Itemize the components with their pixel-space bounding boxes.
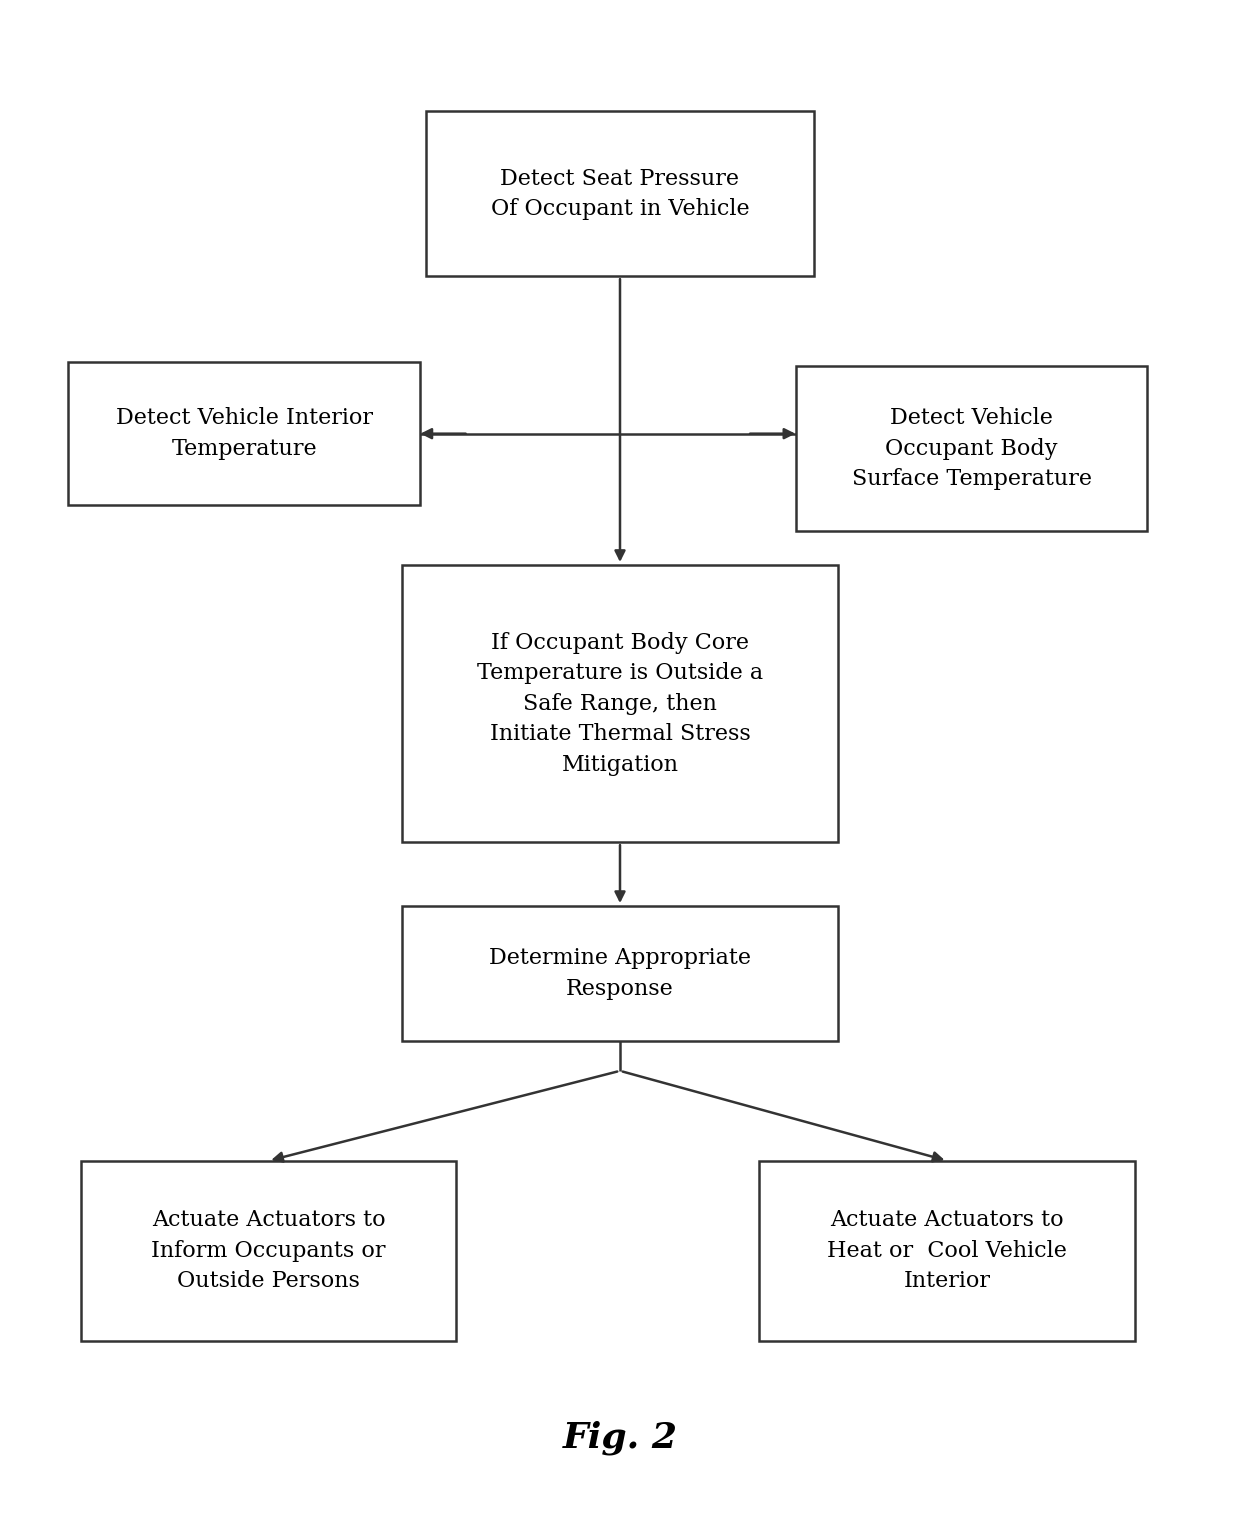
Text: Detect Seat Pressure
Of Occupant in Vehicle: Detect Seat Pressure Of Occupant in Vehi… [491, 168, 749, 220]
FancyBboxPatch shape [68, 362, 420, 505]
Text: Detect Vehicle Interior
Temperature: Detect Vehicle Interior Temperature [115, 408, 373, 460]
FancyBboxPatch shape [402, 565, 838, 843]
Text: If Occupant Body Core
Temperature is Outside a
Safe Range, then
Initiate Thermal: If Occupant Body Core Temperature is Out… [477, 632, 763, 776]
Text: Fig. 2: Fig. 2 [563, 1422, 677, 1455]
Text: Determine Appropriate
Response: Determine Appropriate Response [489, 947, 751, 1000]
FancyBboxPatch shape [402, 906, 838, 1041]
FancyBboxPatch shape [759, 1161, 1135, 1341]
Text: Actuate Actuators to
Heat or  Cool Vehicle
Interior: Actuate Actuators to Heat or Cool Vehicl… [827, 1209, 1068, 1292]
Text: Detect Vehicle
Occupant Body
Surface Temperature: Detect Vehicle Occupant Body Surface Tem… [852, 408, 1091, 490]
FancyBboxPatch shape [796, 366, 1147, 531]
Text: Actuate Actuators to
Inform Occupants or
Outside Persons: Actuate Actuators to Inform Occupants or… [151, 1209, 386, 1292]
FancyBboxPatch shape [81, 1161, 456, 1341]
FancyBboxPatch shape [427, 111, 813, 276]
